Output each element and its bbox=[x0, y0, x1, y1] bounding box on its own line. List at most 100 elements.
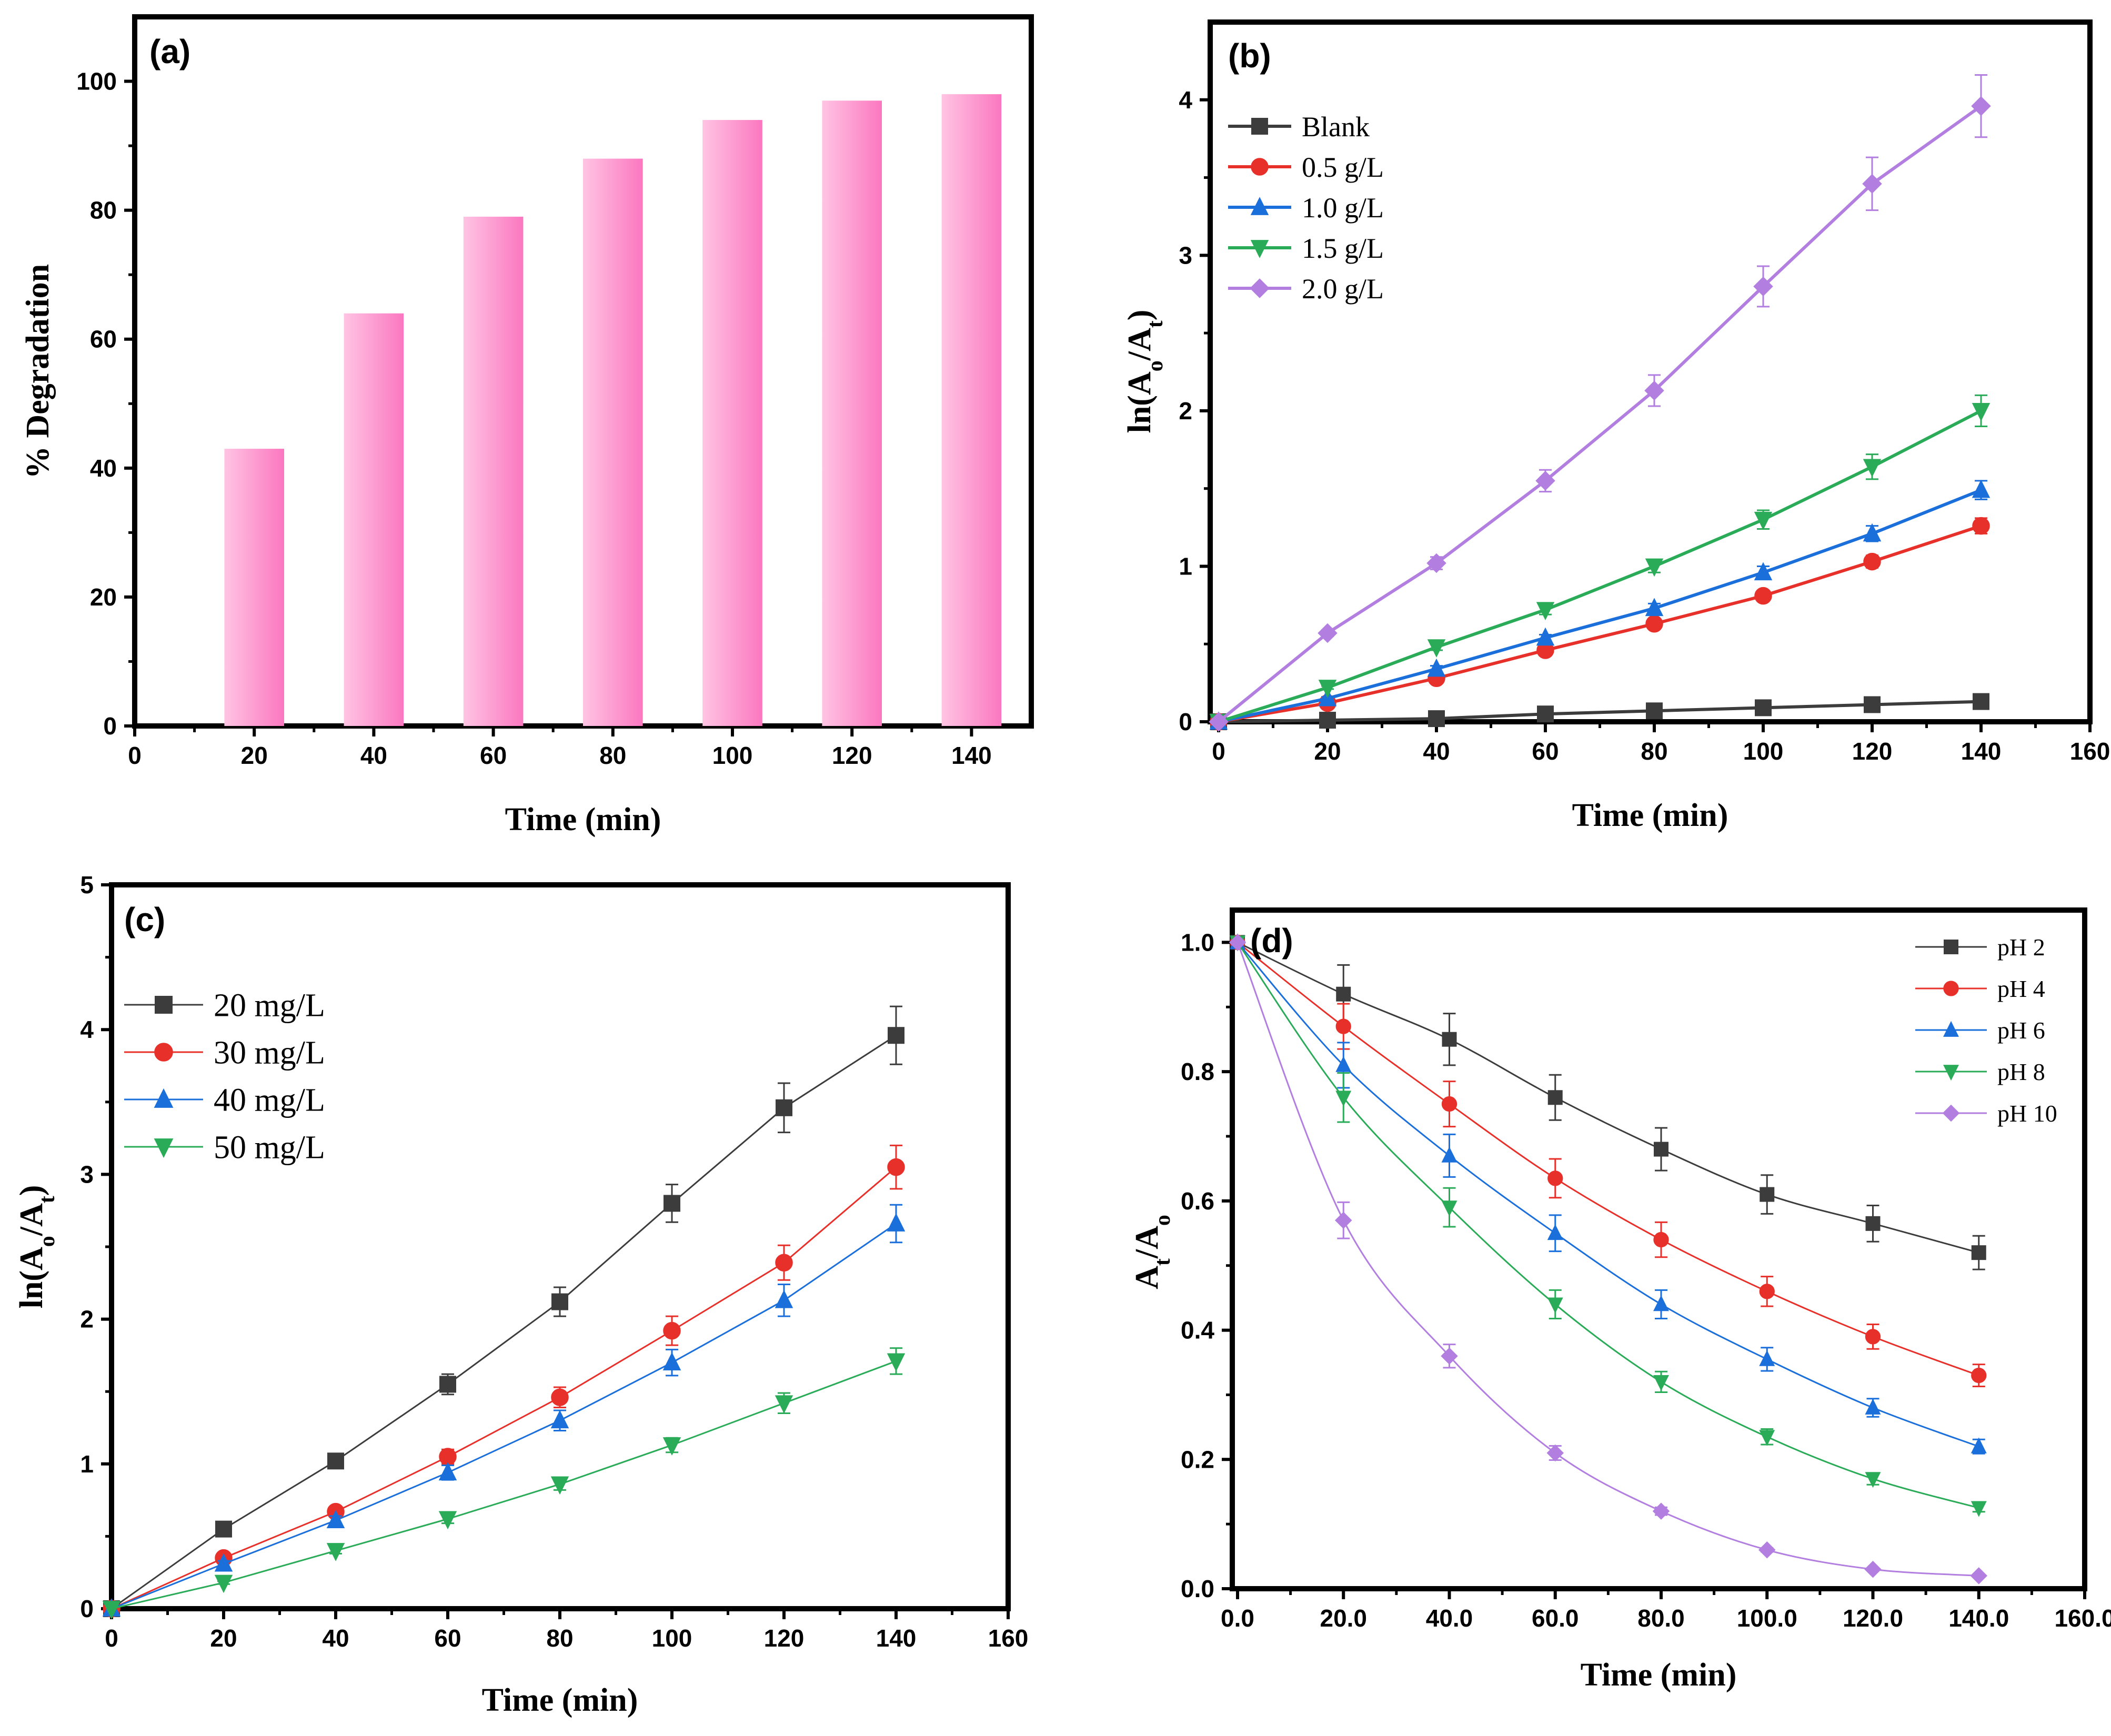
panel-a-axes: 0 20 40 60 80 100 120 140 0 20 40 60 80 100 bbox=[76, 68, 992, 769]
data-point bbox=[1754, 562, 1773, 581]
data-point bbox=[1754, 587, 1772, 605]
data-point bbox=[1442, 1032, 1457, 1047]
x-tick-label: 160.0 bbox=[2054, 1604, 2111, 1632]
legend-item: pH 10 bbox=[1915, 1100, 2057, 1127]
series-1-5-g-l bbox=[1209, 394, 1991, 732]
series-line bbox=[1237, 942, 1979, 1376]
data-point bbox=[1865, 1329, 1881, 1345]
y-tick-label: 100 bbox=[76, 68, 117, 95]
panel-b-x-axis-title: Time (min) bbox=[1572, 798, 1728, 833]
data-point bbox=[1864, 1560, 1882, 1578]
series-line bbox=[111, 1360, 897, 1610]
x-tick-label: 80.0 bbox=[1637, 1604, 1685, 1632]
series-ph-10 bbox=[1229, 934, 1987, 1584]
data-point bbox=[214, 1574, 233, 1593]
data-point bbox=[326, 1510, 345, 1528]
series-line bbox=[111, 1034, 897, 1610]
legend-label: 40 mg/L bbox=[214, 1083, 325, 1118]
y-tick-label: 0.6 bbox=[1181, 1187, 1214, 1215]
x-tick-label: 40 bbox=[1423, 738, 1450, 765]
legend-marker bbox=[1250, 278, 1270, 298]
legend-item: 20 mg/L bbox=[124, 988, 325, 1024]
y-tick-label: 0.2 bbox=[1181, 1446, 1214, 1473]
data-point bbox=[1645, 598, 1664, 617]
data-point bbox=[1759, 1350, 1775, 1366]
data-point bbox=[1971, 1367, 1987, 1384]
data-point bbox=[1972, 517, 1990, 535]
data-point bbox=[215, 1520, 232, 1538]
y-tick-label: 2 bbox=[1179, 397, 1192, 425]
bar-40 bbox=[344, 313, 404, 726]
panel-b: 0 20 40 60 80 100 120 140 160 0 1 2 3 4 Blank 0.5 g/L 1… bbox=[1122, 19, 2110, 833]
y-tick-label: 0.8 bbox=[1181, 1058, 1214, 1085]
x-tick-label: 100.0 bbox=[1737, 1604, 1797, 1632]
data-point bbox=[1318, 623, 1338, 643]
panel-d-y-title-mid: /A bbox=[1129, 1226, 1165, 1259]
legend-marker bbox=[1943, 1065, 1959, 1081]
legend-marker bbox=[1943, 1021, 1959, 1037]
bar-140 bbox=[941, 94, 1002, 726]
legend-item: pH 8 bbox=[1915, 1058, 2045, 1085]
legend-marker bbox=[154, 1138, 174, 1158]
panel-a: 0 20 40 60 80 100 120 140 0 20 40 60 80 100 (a) Time … bbox=[20, 14, 1034, 837]
legend-marker bbox=[154, 1088, 174, 1108]
series-line bbox=[1218, 409, 1982, 723]
panel-b-y-title-mid: /A bbox=[1122, 328, 1158, 361]
x-tick-label: 60 bbox=[1532, 738, 1559, 765]
panel-b-label: (b) bbox=[1228, 37, 1271, 75]
x-tick-label: 60.0 bbox=[1532, 1604, 1579, 1632]
legend-item: 1.0 g/L bbox=[1228, 192, 1384, 224]
panel-a-label: (a) bbox=[149, 33, 190, 70]
panel-c-axes: 0 20 40 60 80 100 120 140 160 0 1 2 3 4 5 bbox=[80, 871, 1028, 1652]
data-point bbox=[326, 1543, 345, 1561]
data-point bbox=[1536, 627, 1555, 646]
y-tick-label: 3 bbox=[1179, 241, 1192, 269]
data-point bbox=[1547, 1297, 1563, 1314]
data-point bbox=[1318, 680, 1337, 698]
legend-item: 50 mg/L bbox=[124, 1130, 325, 1166]
series-blank bbox=[1210, 693, 1989, 730]
series-line bbox=[1218, 105, 1982, 723]
data-point bbox=[1336, 986, 1351, 1002]
data-point bbox=[1862, 174, 1882, 194]
data-point bbox=[1319, 712, 1336, 729]
data-point bbox=[887, 1353, 906, 1372]
panel-d-y-title-sub-t: t bbox=[1151, 1258, 1175, 1266]
data-point bbox=[1759, 1430, 1775, 1446]
panel-c-y-title-prefix: ln(A bbox=[14, 1247, 49, 1308]
x-tick-label: 120.0 bbox=[1843, 1604, 1903, 1632]
bar-20 bbox=[224, 449, 284, 726]
data-point bbox=[1645, 615, 1663, 633]
data-point bbox=[1755, 699, 1772, 716]
panel-b-y-title-sub-t: t bbox=[1143, 320, 1168, 328]
data-point bbox=[1427, 639, 1446, 658]
legend-label: Blank bbox=[1302, 111, 1370, 143]
legend-label: 2.0 g/L bbox=[1302, 273, 1384, 305]
y-tick-label: 4 bbox=[1179, 86, 1192, 114]
data-point bbox=[1428, 710, 1445, 728]
data-point bbox=[1536, 602, 1555, 620]
legend-marker bbox=[1251, 118, 1268, 135]
series-0-5-g-l bbox=[1210, 517, 1990, 731]
data-point bbox=[1863, 552, 1881, 571]
series-1-0-g-l bbox=[1209, 479, 1991, 730]
data-point bbox=[1754, 511, 1773, 530]
x-tick-label: 0 bbox=[1212, 738, 1225, 765]
legend-label: 1.5 g/L bbox=[1302, 233, 1384, 264]
x-tick-label: 0.0 bbox=[1221, 1604, 1254, 1632]
data-point bbox=[1547, 1090, 1563, 1105]
panel-b-y-title-prefix: ln(A bbox=[1122, 371, 1158, 433]
data-point bbox=[1759, 1284, 1775, 1299]
legend-marker bbox=[154, 1043, 173, 1062]
y-tick-label: 1.0 bbox=[1181, 928, 1214, 956]
legend-item: 30 mg/L bbox=[124, 1035, 325, 1071]
data-point bbox=[1537, 705, 1554, 723]
legend-item: 1.5 g/L bbox=[1228, 233, 1384, 264]
x-tick-label: 120 bbox=[764, 1624, 805, 1652]
panel-d-label: (d) bbox=[1250, 922, 1293, 960]
data-point bbox=[1546, 1444, 1564, 1462]
data-point bbox=[214, 1553, 233, 1572]
data-point bbox=[550, 1476, 569, 1495]
data-point bbox=[1335, 1056, 1352, 1072]
panel-c-y-title-sub-t: t bbox=[35, 1196, 59, 1203]
